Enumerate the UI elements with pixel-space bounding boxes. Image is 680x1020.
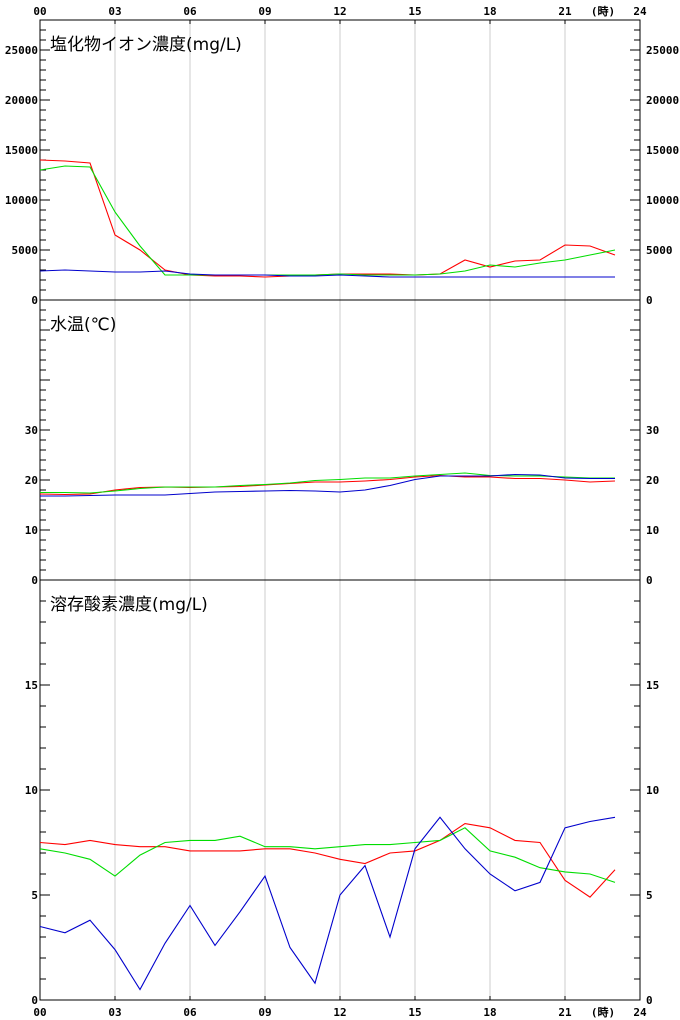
series-line-green bbox=[40, 472, 615, 494]
chart-panel-3: 0 0 5 5 10 10 15 15 溶存酸素濃度(mg/L) bbox=[25, 579, 659, 1007]
y-tick-label-right: 0 bbox=[646, 294, 653, 307]
x-tick-label-bottom: 03 bbox=[108, 1006, 121, 1019]
y-tick-label-left: 15 bbox=[25, 679, 38, 692]
y-tick-label-right: 5000 bbox=[646, 244, 673, 257]
x-tick-label-top: 21 bbox=[558, 5, 572, 18]
x-tick-label-bottom: 12 bbox=[333, 1006, 346, 1019]
y-tick-label-right: 20 bbox=[646, 474, 659, 487]
series-line-blue bbox=[39, 269, 615, 278]
x-tick-label-bottom: 06 bbox=[183, 1006, 197, 1019]
series-line-green bbox=[39, 165, 616, 276]
y-tick-label-right: 0 bbox=[646, 994, 653, 1007]
series-line-red bbox=[39, 474, 616, 496]
y-tick-label-left: 5000 bbox=[12, 244, 39, 257]
panel-title: 溶存酸素濃度(mg/L) bbox=[50, 595, 208, 615]
x-tick-label-top: 15 bbox=[408, 5, 421, 18]
y-tick-label-left: 25000 bbox=[5, 44, 38, 57]
panel-title: 塩化物イオン濃度(mg/L) bbox=[50, 35, 242, 55]
y-tick-label-left: 10 bbox=[25, 784, 38, 797]
y-tick-label-right: 10000 bbox=[646, 194, 679, 207]
y-tick-label-right: 25000 bbox=[646, 44, 679, 57]
x-tick-label-top: 00 bbox=[33, 5, 46, 18]
y-tick-label-left: 5 bbox=[31, 889, 38, 902]
x-tick-label-bottom: 09 bbox=[258, 1006, 271, 1019]
chart-panel-1: 0 0 5000 5000 10000 10000 15000 15000 20000 20000… bbox=[5, 19, 679, 307]
y-tick-label-right: 15 bbox=[646, 679, 659, 692]
y-tick-label-right: 20000 bbox=[646, 94, 679, 107]
series-line-blue bbox=[39, 816, 616, 991]
x-tick-label-bottom: 21 bbox=[558, 1006, 572, 1019]
y-tick-label-left: 15000 bbox=[5, 144, 38, 157]
x-unit-label-bottom: (時) bbox=[591, 1005, 615, 1019]
y-tick-label-right: 15000 bbox=[646, 144, 679, 157]
y-tick-label-left: 20000 bbox=[5, 94, 38, 107]
y-tick-label-right: 10 bbox=[646, 524, 659, 537]
x-tick-label-top: 18 bbox=[483, 5, 496, 18]
panel-title: 水温(℃) bbox=[50, 315, 116, 335]
y-tick-label-left: 0 bbox=[31, 994, 38, 1007]
y-tick-label-left: 0 bbox=[31, 574, 38, 587]
x-tick-label-top: 03 bbox=[108, 5, 121, 18]
y-tick-label-right: 30 bbox=[646, 424, 659, 437]
x-tick-label-bottom: 24 bbox=[633, 1006, 647, 1019]
x-tick-label-top: 06 bbox=[183, 5, 197, 18]
y-tick-label-left: 30 bbox=[25, 424, 38, 437]
x-tick-label-top: 12 bbox=[333, 5, 346, 18]
series-line-red bbox=[39, 823, 616, 898]
y-tick-label-left: 0 bbox=[31, 294, 38, 307]
y-tick-label-left: 20 bbox=[25, 474, 38, 487]
series-line-blue bbox=[40, 473, 615, 497]
x-tick-label-bottom: 00 bbox=[33, 1006, 46, 1019]
y-tick-label-right: 0 bbox=[646, 574, 653, 587]
y-tick-label-left: 10 bbox=[25, 524, 38, 537]
chart-panel-2: 0 0 10 10 20 20 30 30 水温(℃) bbox=[25, 299, 659, 587]
x-tick-label-bottom: 18 bbox=[483, 1006, 496, 1019]
x-tick-label-bottom: 15 bbox=[408, 1006, 421, 1019]
x-unit-label-top: (時) bbox=[591, 4, 615, 18]
x-tick-label-top: 09 bbox=[258, 5, 271, 18]
y-tick-label-left: 10000 bbox=[5, 194, 38, 207]
y-tick-label-right: 10 bbox=[646, 784, 659, 797]
y-tick-label-right: 5 bbox=[646, 889, 653, 902]
series-line-green bbox=[39, 827, 616, 883]
x-tick-label-top: 24 bbox=[633, 5, 647, 18]
series-line-red bbox=[39, 159, 616, 278]
